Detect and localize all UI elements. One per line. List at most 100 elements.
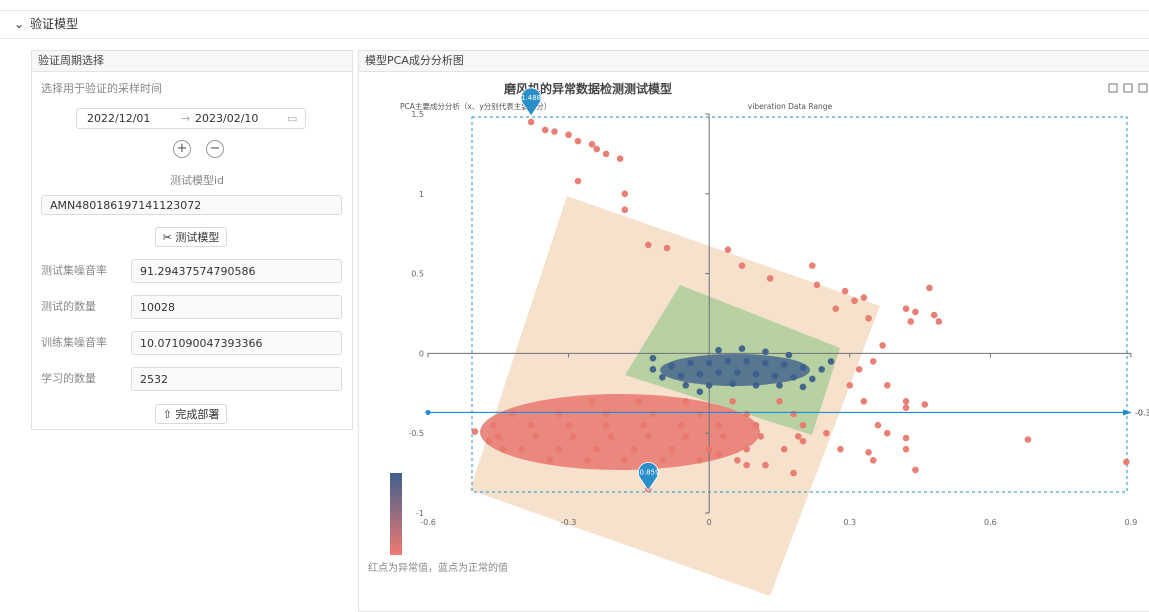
point [860, 294, 868, 301]
point [715, 369, 722, 376]
y-tick-label: -1 [416, 509, 424, 518]
field-label: 测试的数量 [41, 300, 96, 313]
point [527, 421, 535, 429]
point [616, 155, 624, 162]
calendar-icon: ▭ [287, 112, 298, 125]
point [659, 457, 666, 464]
hint: 选择用于验证的采样时间 [41, 82, 162, 95]
point [912, 466, 919, 474]
point [827, 358, 835, 365]
deploy-button[interactable]: ⇧ 完成部署 [155, 404, 227, 424]
test-button[interactable]: ✂ 测试模型 [155, 227, 227, 247]
panel-title: 验证周期选择 [32, 51, 352, 72]
range-arrow: → [181, 112, 191, 125]
point [509, 410, 516, 418]
point [743, 410, 750, 418]
point [762, 348, 769, 356]
point [780, 445, 788, 453]
point [649, 354, 657, 362]
point [771, 372, 779, 380]
point [869, 358, 877, 365]
mark-pin-label: -0.859 [637, 468, 660, 476]
point [799, 364, 807, 372]
point [818, 366, 825, 373]
point [883, 429, 891, 437]
point [584, 457, 591, 464]
field-value[interactable]: 10.071090047393366 [131, 331, 342, 355]
remove-button[interactable]: − [206, 140, 224, 158]
point [715, 421, 722, 429]
field-label: 测试集噪音率 [41, 264, 107, 277]
mark-pin-label: 1.488 [521, 94, 541, 102]
point [471, 428, 479, 435]
point [762, 461, 769, 469]
point [757, 433, 765, 440]
point [743, 445, 750, 453]
model-id-input[interactable]: AMN480186197141123072 [41, 195, 342, 215]
scissors-icon: ✂ [162, 231, 176, 244]
point [752, 370, 760, 378]
point [555, 410, 563, 418]
deploy-button-text: 完成部署 [175, 408, 220, 421]
page: ⌄ 验证模型 验证周期选择 选择用于验证的采样时间 2022/12/01 → 20… [0, 10, 1149, 612]
point [823, 429, 830, 437]
tool-icon[interactable] [1138, 83, 1148, 93]
point [607, 433, 615, 440]
section-title: 验证模型 [30, 17, 79, 31]
point [644, 433, 652, 440]
point [785, 351, 793, 359]
point [574, 137, 582, 145]
chart-title: 磨风机的异常数据检测测试模型 [503, 81, 672, 96]
x-tick-label: 0.9 [1125, 518, 1138, 527]
point [930, 311, 938, 319]
field-value[interactable]: 10028 [131, 295, 342, 319]
point [574, 177, 582, 185]
point [855, 366, 863, 373]
point [841, 287, 849, 295]
tool-icon[interactable] [1108, 83, 1118, 93]
mark-pin: -0.859 [637, 462, 660, 492]
mark-pin-shape [520, 87, 542, 117]
point [621, 190, 629, 198]
point [532, 433, 540, 440]
point [696, 457, 704, 464]
test-button-text: 测试模型 [175, 231, 220, 244]
tool-icon[interactable] [1123, 83, 1133, 93]
point [729, 380, 736, 388]
visual-map[interactable] [390, 473, 402, 555]
mark-pin-shape [637, 462, 659, 492]
field-value[interactable]: 2532 [131, 367, 342, 391]
point [851, 297, 858, 305]
point [593, 145, 601, 153]
mark-line-start [425, 409, 431, 415]
point [799, 421, 807, 429]
point [659, 374, 666, 381]
point [902, 434, 910, 442]
point [668, 362, 676, 370]
section-header[interactable]: ⌄ 验证模型 [0, 10, 1149, 39]
region-shade [470, 196, 880, 596]
point [555, 445, 563, 453]
field-value[interactable]: 91.29437574790586 [131, 259, 342, 283]
dense-cluster [660, 354, 810, 386]
point [696, 410, 704, 418]
point [588, 397, 596, 405]
date-range[interactable]: 2022/12/01 → 2023/02/10 ▭ [76, 108, 306, 129]
toolbox [1108, 83, 1148, 93]
y-tick-label: 0 [419, 349, 424, 358]
point [715, 346, 722, 354]
add-button[interactable]: + [173, 140, 191, 158]
point [837, 445, 844, 453]
point [869, 457, 877, 464]
point [799, 383, 807, 391]
point [649, 410, 657, 418]
dense-cluster [480, 394, 760, 470]
x-tick-label: 0.3 [843, 518, 856, 527]
point [705, 382, 713, 389]
point [499, 445, 507, 453]
point [696, 370, 704, 378]
point [734, 369, 741, 376]
point [602, 150, 610, 158]
point [640, 421, 647, 429]
x-tick-label: 0 [707, 518, 712, 527]
